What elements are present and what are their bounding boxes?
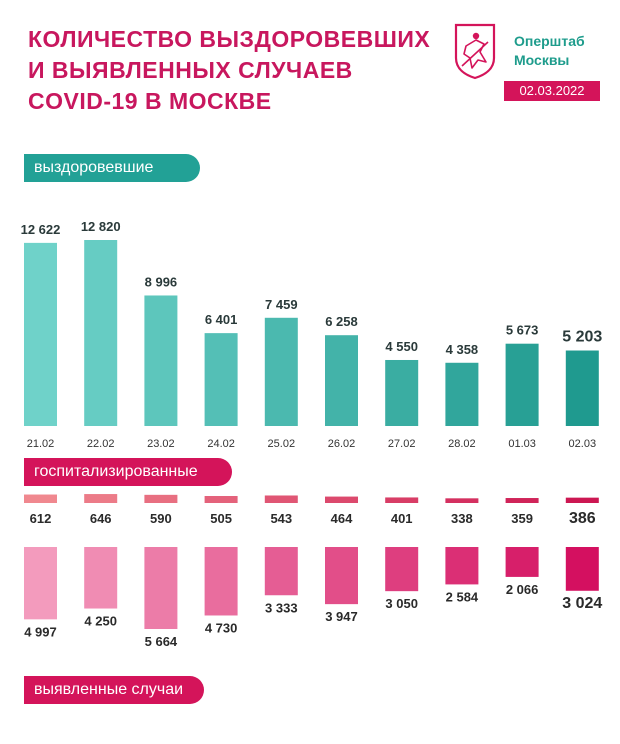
detected-bar: [325, 547, 358, 605]
detected-value-label: 4 250: [84, 614, 117, 629]
hospitalized-value-label: 386: [569, 510, 596, 527]
hospitalized-value-label: 543: [270, 511, 292, 526]
hospitalized-value-label: 590: [150, 511, 172, 526]
detected-value-label: 5 664: [145, 634, 178, 649]
recovered-label: выздоровевшие: [24, 154, 200, 182]
recovered-value-label: 4 550: [385, 339, 418, 354]
date-tick-label: 28.02: [448, 438, 476, 450]
recovered-bar: [325, 335, 358, 426]
hospitalized-bar: [264, 495, 298, 503]
detected-value-label: 4 730: [205, 620, 238, 635]
recovered-bar: [505, 343, 539, 426]
recovered-bar: [24, 242, 57, 426]
hospitalized-bar: [385, 497, 419, 503]
date-tick-label: 22.02: [87, 438, 115, 450]
hospitalized-value-label: 612: [30, 511, 52, 526]
title-line-1: КОЛИЧЕСТВО ВЫЗДОРОВЕВШИХ: [28, 26, 431, 52]
detected-value-label: 3 024: [562, 595, 602, 612]
recovered-value-label: 12 622: [21, 222, 61, 237]
date-tick-label: 21.02: [27, 438, 55, 450]
title-line-3: COVID-19 В МОСКВЕ: [28, 88, 272, 114]
detected-bar: [264, 547, 298, 596]
recovered-value-label: 6 258: [325, 314, 358, 329]
recovered-bar: [264, 317, 298, 426]
detected-bar: [385, 547, 419, 592]
title-line-2: И ВЫЯВЛЕННЫХ СЛУЧАЕВ: [28, 57, 353, 83]
moscow-coat-of-arms-icon: [454, 23, 496, 80]
date-badge: 02.03.2022: [504, 81, 600, 101]
hospitalized-bar: [445, 498, 479, 503]
date-tick-label: 02.03: [569, 438, 597, 450]
detected-value-label: 3 333: [265, 600, 298, 615]
hospitalized-bar: [24, 494, 57, 503]
detected-bar: [24, 547, 57, 620]
hospitalized-value-label: 338: [451, 511, 473, 526]
hospitalized-bar: [565, 497, 599, 503]
recovered-bar: [445, 362, 479, 426]
recovered-bar: [565, 350, 599, 426]
date-tick-label: 24.02: [207, 438, 235, 450]
org-line-1: Оперштаб: [514, 33, 585, 49]
org-line-2: Москвы: [514, 52, 570, 68]
recovered-bar: [385, 359, 419, 426]
detected-value-label: 3 050: [385, 596, 418, 611]
hospitalized-label: госпитализированные: [24, 458, 232, 486]
detected-label: выявленные случаи: [24, 676, 204, 704]
hospitalized-value-label: 464: [331, 511, 353, 526]
detected-bar: [505, 547, 539, 577]
detected-bar: [445, 547, 479, 585]
hospitalized-bar: [84, 494, 118, 503]
detected-bar: [84, 547, 118, 609]
detected-bar: [204, 547, 238, 616]
detected-value-label: 2 066: [506, 582, 539, 597]
recovered-value-label: 8 996: [145, 274, 178, 289]
hospitalized-bar: [325, 496, 358, 503]
recovered-value-label: 5 673: [506, 323, 539, 338]
recovered-bar: [144, 295, 178, 426]
date-tick-label: 25.02: [268, 438, 296, 450]
recovered-value-label: 5 203: [562, 329, 602, 346]
detected-value-label: 2 584: [446, 589, 479, 604]
recovered-value-label: 4 358: [446, 342, 479, 357]
date-tick-label: 27.02: [388, 438, 416, 450]
recovered-value-label: 6 401: [205, 312, 238, 327]
date-tick-label: 26.02: [328, 438, 356, 450]
page-title: КОЛИЧЕСТВО ВЫЗДОРОВЕВШИХ И ВЫЯВЛЕННЫХ СЛ…: [28, 24, 430, 117]
hospitalized-value-label: 646: [90, 511, 112, 526]
detected-bar: [144, 547, 178, 629]
hospitalized-value-label: 401: [391, 511, 413, 526]
date-tick-label: 01.03: [508, 438, 536, 450]
detected-bar: [565, 547, 599, 591]
date-tick-label: 23.02: [147, 438, 175, 450]
org-name: Оперштаб Москвы: [514, 32, 585, 70]
hospitalized-value-label: 505: [210, 511, 232, 526]
recovered-value-label: 7 459: [265, 297, 298, 312]
hospitalized-value-label: 359: [511, 511, 533, 526]
recovered-value-label: 12 820: [81, 219, 121, 234]
hospitalized-bar: [505, 498, 539, 503]
recovered-bar: [84, 240, 118, 426]
hospitalized-bar: [144, 494, 178, 503]
recovered-bar: [204, 333, 238, 426]
detected-value-label: 4 997: [24, 624, 57, 639]
hospitalized-bar: [204, 496, 238, 503]
detected-value-label: 3 947: [325, 609, 358, 624]
